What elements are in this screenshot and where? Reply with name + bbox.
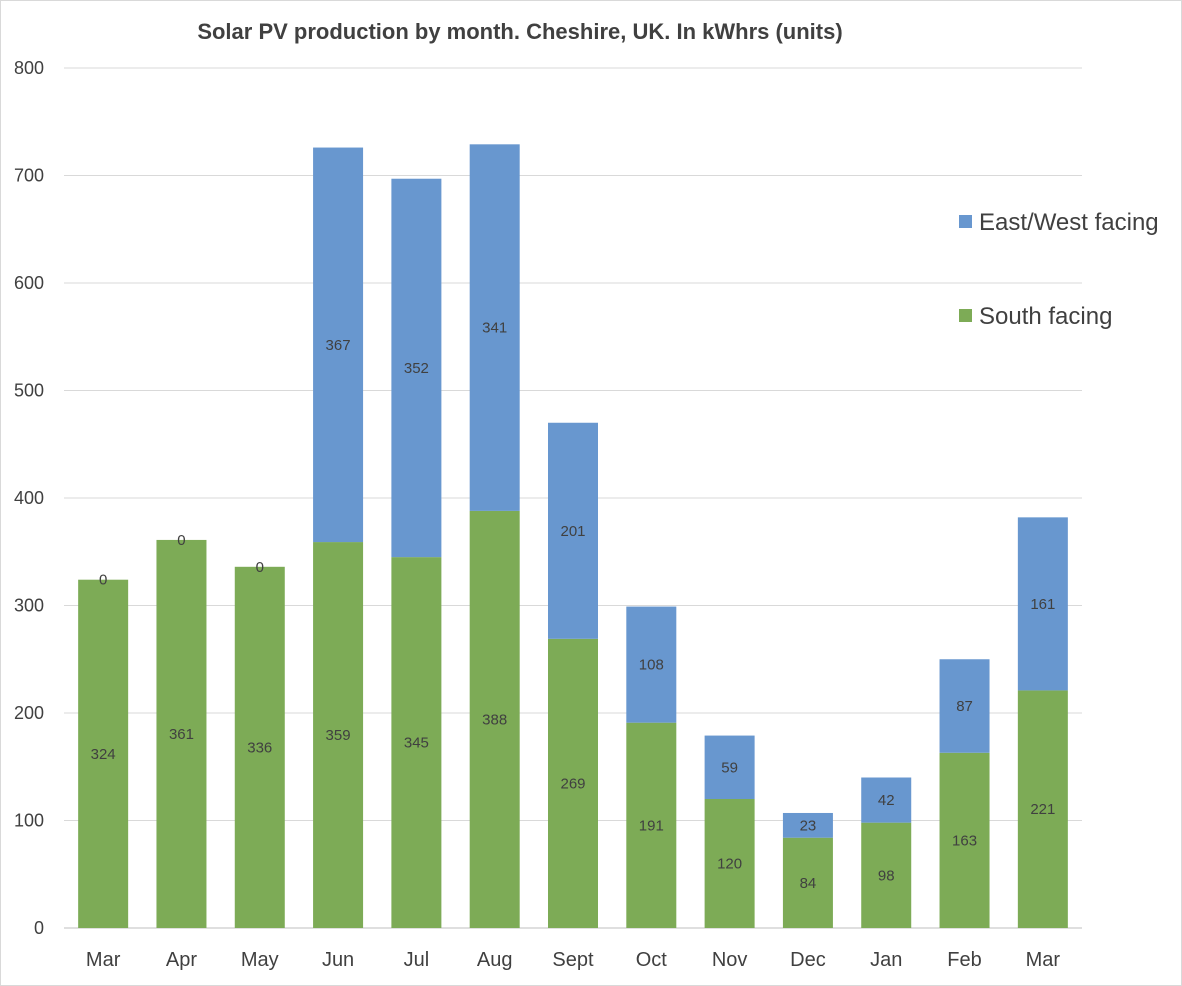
bar-south-facing bbox=[469, 510, 520, 928]
x-tick-label: Jul bbox=[404, 949, 430, 971]
data-label-east-west: 161 bbox=[1030, 596, 1055, 613]
bar-east-west-facing bbox=[391, 178, 442, 558]
y-tick-label: 700 bbox=[14, 166, 44, 186]
y-tick-label: 200 bbox=[14, 703, 44, 723]
x-tick-label: Jan bbox=[870, 949, 902, 971]
bar-east-west-facing bbox=[548, 422, 598, 639]
x-tick-label: Feb bbox=[947, 949, 981, 971]
bar-east-west-facing bbox=[1017, 517, 1068, 691]
bar-east-west-facing bbox=[704, 735, 755, 799]
bars: 324 0 361 0 336 0 359 367 345 352 388 341 269 201 191 1… bbox=[78, 144, 1068, 928]
x-tick-label: May bbox=[241, 949, 279, 971]
bar-east-west-facing bbox=[939, 659, 990, 753]
x-axis-ticks: Mar Apr May Jun Jul Aug Sept Oct Nov Dec Jan Feb Mar bbox=[86, 949, 1060, 971]
data-label-east-west: 87 bbox=[956, 698, 973, 715]
data-label-east-west: 42 bbox=[878, 792, 895, 809]
bar-south-facing bbox=[861, 822, 912, 928]
bar-south-facing bbox=[313, 542, 364, 928]
y-tick-label: 600 bbox=[14, 273, 44, 293]
bar-east-west-facing bbox=[782, 812, 833, 838]
x-tick-label: Mar bbox=[1026, 949, 1061, 971]
data-label-east-west: 201 bbox=[560, 523, 585, 540]
data-label-east-west: 108 bbox=[639, 657, 664, 674]
x-tick-label: Sept bbox=[552, 949, 594, 971]
data-label-south: 191 bbox=[639, 817, 664, 834]
x-tick-label: Jun bbox=[322, 949, 354, 971]
x-tick-label: Aug bbox=[477, 949, 513, 971]
legend: East/West facing South facing bbox=[959, 209, 1159, 330]
data-label-south: 98 bbox=[878, 867, 895, 884]
data-label-south: 345 bbox=[404, 735, 429, 752]
gridlines bbox=[64, 67, 1082, 929]
data-label-east-west: 367 bbox=[326, 337, 351, 354]
data-label-east-west: 352 bbox=[404, 360, 429, 377]
data-label-south: 120 bbox=[717, 856, 742, 873]
data-label-south: 221 bbox=[1030, 801, 1055, 818]
data-label-south: 324 bbox=[91, 746, 116, 763]
bar-south-facing bbox=[78, 579, 129, 928]
legend-label-south: South facing bbox=[979, 303, 1112, 330]
bar-east-west-facing bbox=[313, 147, 364, 543]
y-tick-label: 400 bbox=[14, 488, 44, 508]
bar-south-facing bbox=[626, 722, 677, 928]
y-tick-label: 0 bbox=[34, 918, 44, 938]
x-tick-label: Oct bbox=[636, 949, 668, 971]
y-tick-label: 100 bbox=[14, 811, 44, 831]
x-tick-label: Apr bbox=[166, 949, 197, 971]
data-label-east-west: 0 bbox=[177, 532, 185, 549]
bar-south-facing bbox=[782, 837, 833, 928]
bar-east-west-facing bbox=[626, 606, 677, 723]
data-label-east-west: 0 bbox=[99, 572, 107, 589]
bar-south-facing bbox=[939, 752, 990, 928]
data-label-south: 336 bbox=[247, 739, 272, 756]
bar-east-west-facing bbox=[861, 777, 912, 823]
y-axis-ticks: 0 100 200 300 400 500 600 700 800 bbox=[14, 58, 44, 938]
bar-south-facing bbox=[1017, 690, 1068, 928]
legend-swatch-south bbox=[959, 309, 972, 322]
y-tick-label: 300 bbox=[14, 596, 44, 616]
x-tick-label: Mar bbox=[86, 949, 121, 971]
data-label-south: 269 bbox=[560, 775, 585, 792]
legend-label-east-west: East/West facing bbox=[979, 209, 1159, 236]
bar-south-facing bbox=[548, 638, 598, 928]
data-label-south: 388 bbox=[482, 711, 507, 728]
legend-swatch-east-west bbox=[959, 215, 972, 228]
chart-title: Solar PV production by month. Cheshire, … bbox=[197, 19, 842, 44]
x-tick-label: Dec bbox=[790, 949, 826, 971]
bar-south-facing bbox=[704, 799, 755, 928]
data-label-south: 359 bbox=[326, 727, 351, 744]
y-tick-label: 500 bbox=[14, 381, 44, 401]
y-tick-label: 800 bbox=[14, 58, 44, 78]
data-label-east-west: 341 bbox=[482, 320, 507, 337]
data-label-south: 84 bbox=[800, 875, 817, 892]
data-label-south: 163 bbox=[952, 832, 977, 849]
data-label-south: 361 bbox=[169, 726, 194, 743]
bar-south-facing bbox=[156, 539, 207, 928]
data-label-east-west: 59 bbox=[721, 759, 738, 776]
bar-east-west-facing bbox=[469, 144, 520, 511]
data-label-east-west: 0 bbox=[256, 559, 264, 576]
x-tick-label: Nov bbox=[712, 949, 748, 971]
bar-south-facing bbox=[234, 566, 285, 928]
data-label-east-west: 23 bbox=[800, 817, 817, 834]
bar-south-facing bbox=[391, 557, 442, 928]
